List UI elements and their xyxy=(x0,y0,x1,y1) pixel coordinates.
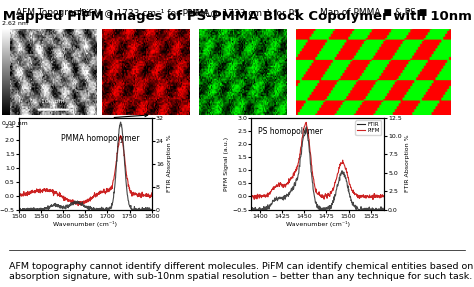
PiFM xyxy=(264,193,270,196)
PiFM xyxy=(381,194,387,197)
FTIR xyxy=(303,125,309,129)
PiFM xyxy=(345,173,350,176)
PiFM xyxy=(301,128,307,131)
Text: 2.62 nm: 2.62 nm xyxy=(2,21,28,26)
Text: PiFM @ 1733 cm⁻¹ for PS: PiFM @ 1733 cm⁻¹ for PS xyxy=(187,8,299,17)
Legend: FTIR, PiFM: FTIR, PiFM xyxy=(356,121,381,135)
FTIR xyxy=(381,208,387,211)
PiFM xyxy=(248,195,254,199)
Text: Chemically Mapped PiFM Images of PS-PMMA Block Copolymer with 10nm Resolution: Chemically Mapped PiFM Images of PS-PMMA… xyxy=(0,10,474,23)
FTIR xyxy=(301,131,307,134)
Text: PS homopolymer: PS homopolymer xyxy=(258,127,323,136)
Line: PiFM: PiFM xyxy=(251,122,384,199)
PiFM xyxy=(332,181,338,184)
X-axis label: Wavenumber (cm⁻¹): Wavenumber (cm⁻¹) xyxy=(53,222,118,228)
PiFM xyxy=(292,170,297,173)
PiFM xyxy=(303,121,309,124)
PiFM xyxy=(345,176,351,179)
Text: 100 nm: 100 nm xyxy=(41,100,65,104)
FTIR xyxy=(346,189,351,193)
Y-axis label: FTIR Absorption %: FTIR Absorption % xyxy=(167,135,172,192)
FTIR xyxy=(249,208,255,211)
X-axis label: Wavenumber (cm⁻¹): Wavenumber (cm⁻¹) xyxy=(285,222,350,228)
Text: PMMA homopolymer: PMMA homopolymer xyxy=(62,134,140,143)
Y-axis label: FTIR Absorption %: FTIR Absorption % xyxy=(405,135,410,192)
PiFM xyxy=(370,198,376,201)
Line: FTIR: FTIR xyxy=(251,127,384,210)
FTIR xyxy=(248,208,254,211)
FTIR xyxy=(345,186,351,189)
Text: Map of PMMA ■ & PS ■: Map of PMMA ■ & PS ■ xyxy=(319,8,427,17)
FTIR xyxy=(264,204,270,208)
Text: AFM topography cannot identify different molecules. PiFM can identify chemical e: AFM topography cannot identify different… xyxy=(9,262,474,281)
Text: AFM Topography: AFM Topography xyxy=(16,8,91,17)
Y-axis label: PiFM Signal (a.u.): PiFM Signal (a.u.) xyxy=(224,137,229,191)
FTIR xyxy=(333,194,338,198)
FTIR xyxy=(292,183,298,186)
Text: PiFM @ 1733 cm⁻¹ for PMMA: PiFM @ 1733 cm⁻¹ for PMMA xyxy=(82,8,210,17)
Text: 0.00 nm: 0.00 nm xyxy=(2,121,28,125)
